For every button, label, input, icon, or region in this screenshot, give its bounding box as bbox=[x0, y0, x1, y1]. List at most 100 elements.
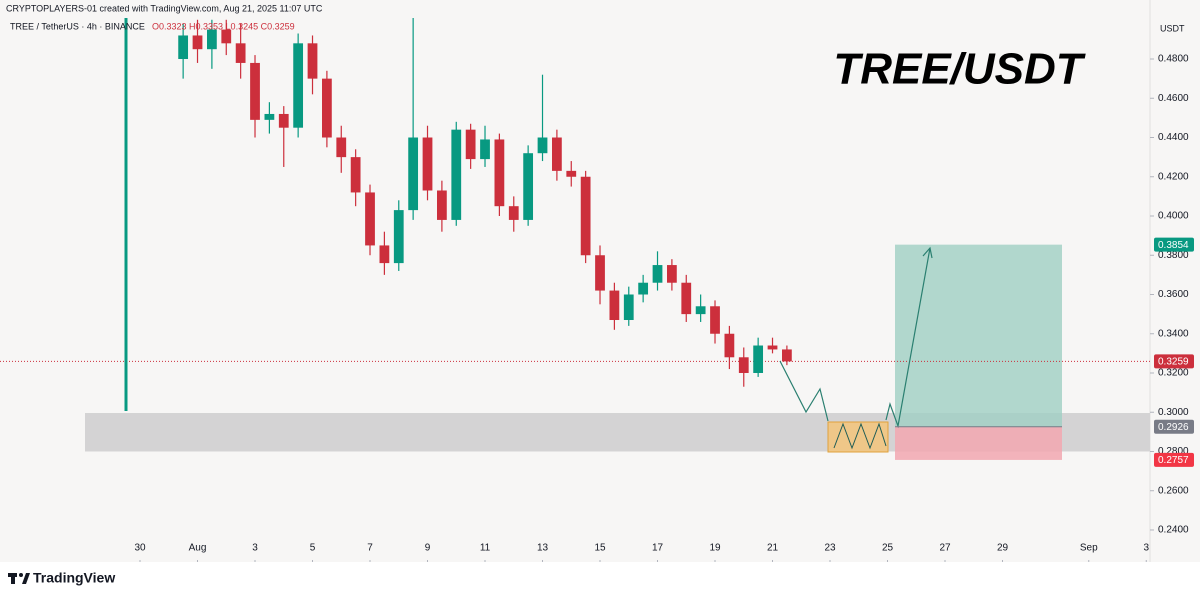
profit-zone bbox=[895, 244, 1062, 427]
loss-zone bbox=[895, 426, 1062, 460]
candle-body bbox=[221, 29, 232, 44]
candle-body bbox=[638, 282, 649, 295]
candle-body bbox=[350, 157, 361, 193]
candle-body bbox=[408, 137, 419, 211]
y-tick-label: 0.3600 bbox=[1158, 289, 1189, 300]
y-tick-label: 0.2600 bbox=[1158, 485, 1189, 496]
x-tick-label: 25 bbox=[882, 543, 894, 554]
candle-body bbox=[508, 206, 519, 220]
y-tick-label: 0.3800 bbox=[1158, 250, 1189, 261]
candle-body bbox=[494, 139, 505, 207]
x-tick-label: 7 bbox=[367, 543, 373, 554]
x-tick-label: 21 bbox=[767, 543, 779, 554]
price-badge bbox=[1154, 452, 1194, 467]
candle-body bbox=[393, 210, 404, 264]
logo-shape bbox=[11, 573, 15, 584]
price-badge bbox=[1154, 419, 1194, 434]
x-tick-label: 13 bbox=[537, 543, 549, 554]
credit: CRYPTOPLAYERS-01 created with TradingVie… bbox=[6, 3, 323, 13]
y-tick-label: 0.4600 bbox=[1158, 93, 1189, 104]
price-badge-label: 0.2757 bbox=[1158, 455, 1189, 466]
currency: USDT bbox=[1160, 23, 1185, 33]
candle-body bbox=[322, 78, 332, 138]
x-tick-label: 23 bbox=[824, 543, 836, 554]
y-tick-label: 0.3200 bbox=[1158, 368, 1189, 379]
chart-title: TREE/USDT bbox=[833, 45, 1085, 94]
y-tick-label: 0.2800 bbox=[1158, 446, 1189, 457]
candle-body bbox=[336, 137, 347, 158]
candle-body bbox=[235, 43, 246, 63]
candle-body bbox=[623, 294, 634, 321]
brand-logo bbox=[8, 573, 30, 584]
x-tick-label: 3 bbox=[252, 543, 258, 554]
candle-body bbox=[753, 345, 764, 373]
y-tick-label: 0.4400 bbox=[1158, 132, 1189, 143]
candle-body bbox=[609, 290, 620, 321]
price-badge-label: 0.3854 bbox=[1158, 240, 1189, 251]
candle-body bbox=[480, 139, 490, 160]
candle-body bbox=[667, 265, 677, 283]
price-badge bbox=[1154, 354, 1194, 369]
candle-body bbox=[250, 62, 260, 120]
projection-arrowhead bbox=[922, 246, 933, 259]
candle-body bbox=[523, 153, 534, 220]
candle-body bbox=[652, 265, 663, 283]
x-tick-label: 30 bbox=[134, 543, 146, 554]
projection-path bbox=[885, 247, 931, 429]
accumulation-zigzag bbox=[833, 422, 887, 450]
ohlc: O0.3323 H0.3353 L0.3245 C0.3259 bbox=[152, 21, 295, 31]
y-tick-label: 0.3000 bbox=[1158, 407, 1189, 418]
y-tick-label: 0.4200 bbox=[1158, 171, 1189, 182]
x-tick-label: 29 bbox=[997, 543, 1009, 554]
x-tick-label: 15 bbox=[594, 543, 606, 554]
logo-shape bbox=[19, 573, 23, 577]
candle-body bbox=[365, 192, 375, 246]
projection-path bbox=[779, 360, 829, 422]
x-tick-label: Aug bbox=[189, 543, 207, 554]
brand: TradingView bbox=[33, 570, 115, 586]
price-badge-label: 0.2926 bbox=[1158, 422, 1189, 433]
y-tick-label: 0.4000 bbox=[1158, 211, 1189, 222]
candle-body bbox=[595, 255, 605, 291]
x-tick-label: 19 bbox=[709, 543, 721, 554]
candle-body bbox=[710, 306, 720, 334]
candle-body bbox=[451, 129, 462, 220]
candle-body bbox=[695, 306, 706, 315]
y-tick-label: 0.4800 bbox=[1158, 54, 1189, 65]
candle-body bbox=[437, 190, 447, 220]
candle-body bbox=[264, 113, 275, 120]
candle-body bbox=[178, 35, 189, 60]
x-tick-label: 5 bbox=[310, 543, 316, 554]
x-tick-label: Sep bbox=[1080, 543, 1098, 554]
candle-body bbox=[580, 176, 591, 256]
candle-body bbox=[738, 357, 749, 373]
candle-body bbox=[537, 137, 548, 154]
candle-body bbox=[724, 333, 735, 358]
candle-body bbox=[379, 245, 390, 264]
x-tick-label: 17 bbox=[652, 543, 664, 554]
candle-body bbox=[278, 113, 289, 128]
y-tick-label: 0.2400 bbox=[1158, 525, 1189, 536]
candle-body bbox=[552, 137, 562, 171]
candle-body bbox=[293, 43, 304, 128]
logo-shape bbox=[22, 573, 30, 584]
x-tick-label: 27 bbox=[939, 543, 951, 554]
symbol: TREE / TetherUS · 4h · BINANCE bbox=[10, 21, 145, 31]
footer-background bbox=[0, 562, 1200, 599]
candle-body bbox=[681, 282, 692, 315]
candle-body bbox=[307, 43, 318, 79]
price-badge bbox=[1154, 237, 1194, 252]
candle-body bbox=[465, 129, 476, 160]
price-badge-label: 0.3259 bbox=[1158, 357, 1189, 368]
y-tick-label: 0.3400 bbox=[1158, 328, 1189, 339]
candle-body bbox=[192, 35, 203, 50]
x-tick-label: 3 bbox=[1143, 543, 1149, 554]
candle-body bbox=[566, 170, 577, 177]
candle-body bbox=[782, 349, 792, 362]
x-tick-label: 9 bbox=[425, 543, 431, 554]
accumulation-box bbox=[827, 421, 889, 453]
candle-body bbox=[422, 137, 433, 191]
x-tick-label: 11 bbox=[480, 543, 491, 554]
